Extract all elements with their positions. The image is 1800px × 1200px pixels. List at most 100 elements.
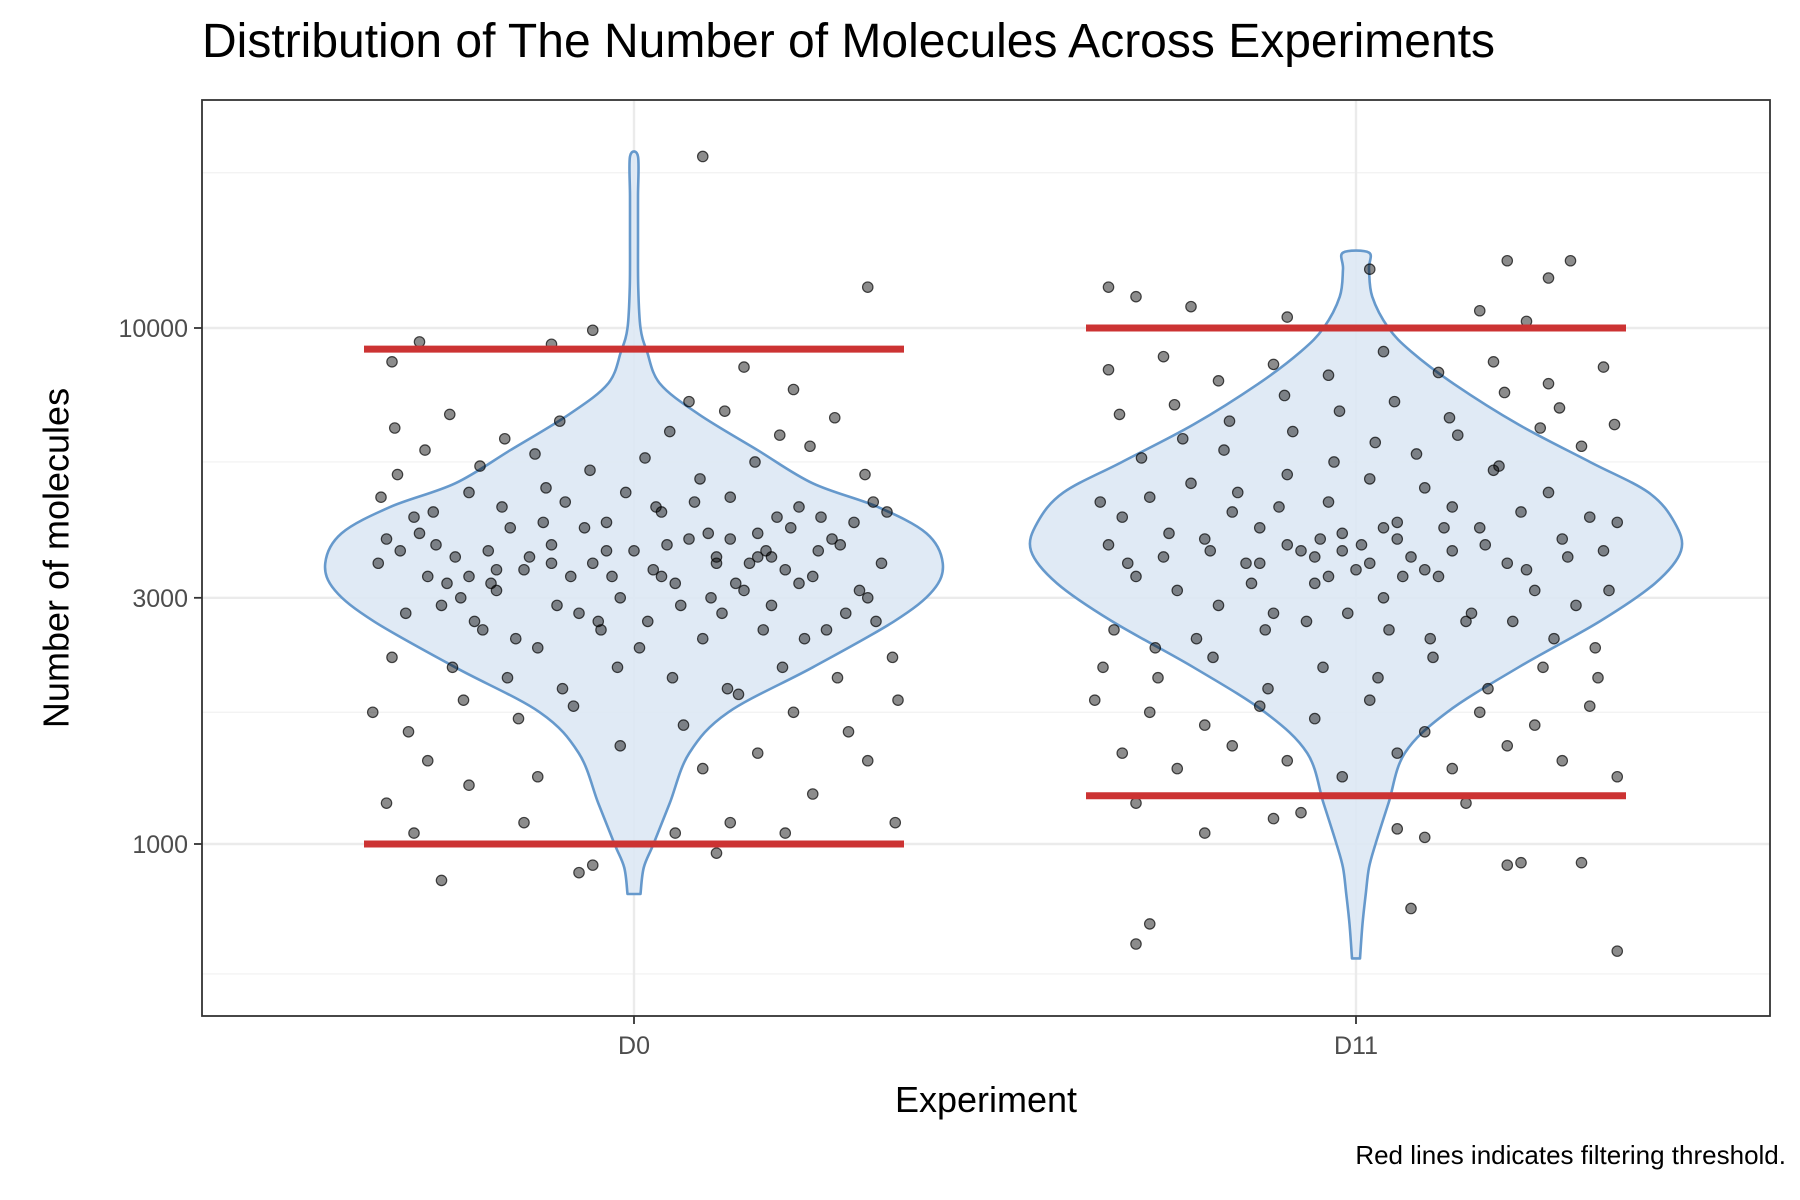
data-point-D0	[853, 584, 866, 597]
data-point-D0	[463, 570, 475, 583]
data-point-D0	[501, 671, 514, 684]
data-point-D0	[861, 754, 874, 767]
data-point-D0	[564, 570, 577, 583]
data-point-D0	[573, 607, 585, 620]
data-point-D11	[1372, 671, 1384, 684]
data-point-D0	[375, 491, 387, 503]
data-point-D0	[773, 429, 786, 441]
data-point-D11	[1473, 522, 1486, 534]
data-point-D11	[1116, 747, 1129, 759]
data-point-D11	[1603, 584, 1615, 597]
data-point-D0	[749, 456, 761, 468]
data-point-D0	[724, 533, 737, 545]
data-point-D0	[518, 816, 530, 829]
data-point-D11	[1424, 632, 1437, 645]
data-point-D11	[1363, 473, 1376, 485]
data-point-D11	[1259, 624, 1272, 636]
data-point-D11	[1446, 762, 1459, 775]
data-point-D0	[839, 607, 852, 620]
violin-D0	[323, 150, 945, 896]
data-point-D0	[545, 557, 558, 570]
data-point-D0	[556, 682, 569, 695]
data-point-D0	[485, 577, 497, 590]
data-point-D0	[567, 700, 580, 712]
data-point-D0	[446, 661, 459, 674]
data-point-D0	[482, 545, 495, 557]
data-point-D11	[1597, 361, 1610, 373]
data-point-D0	[820, 624, 833, 636]
data-point-D0	[498, 432, 511, 445]
data-point-D0	[870, 615, 882, 628]
data-point-D11	[1322, 570, 1335, 583]
data-point-D11	[1418, 482, 1431, 494]
data-point-D0	[386, 651, 398, 664]
data-point-D11	[1410, 448, 1423, 460]
data-point-D0	[842, 725, 855, 738]
data-point-D11	[1542, 377, 1555, 390]
data-point-D11	[1501, 739, 1514, 752]
data-point-D0	[828, 411, 841, 424]
data-point-D11	[1152, 671, 1164, 684]
data-point-D11	[1363, 694, 1376, 706]
data-point-D0	[468, 615, 481, 628]
data-point-D0	[751, 747, 764, 759]
data-point-D0	[683, 395, 695, 408]
data-point-D0	[457, 694, 470, 706]
data-point-D11	[1432, 570, 1445, 583]
data-point-D11	[1548, 632, 1560, 645]
chart-title: Distribution of The Number of Molecules …	[202, 15, 1495, 68]
data-point-D11	[1102, 281, 1115, 293]
data-point-D0	[647, 563, 660, 576]
data-point-D0	[463, 779, 475, 792]
data-point-D0	[806, 788, 819, 800]
data-point-D0	[586, 324, 599, 337]
data-point-D11	[1460, 797, 1472, 809]
data-point-D11	[1583, 511, 1596, 523]
data-point-D0	[421, 570, 434, 583]
data-point-D0	[784, 522, 797, 534]
data-point-D0	[677, 719, 690, 731]
data-point-D11	[1171, 584, 1184, 597]
data-point-D11	[1267, 358, 1280, 371]
data-point-D0	[743, 557, 756, 570]
data-point-D0	[861, 592, 874, 604]
data-point-D0	[696, 150, 709, 163]
data-point-D0	[537, 516, 550, 529]
data-point-D11	[1300, 615, 1313, 628]
data-point-D11	[1611, 945, 1624, 957]
data-point-D11	[1350, 563, 1362, 576]
data-point-D11	[1487, 355, 1500, 368]
data-point-D0	[413, 336, 426, 348]
data-point-D11	[1176, 432, 1189, 445]
data-point-D0	[614, 739, 627, 752]
data-point-D0	[545, 539, 558, 551]
data-point-D11	[1226, 506, 1239, 518]
data-point-D0	[408, 827, 420, 839]
data-point-D11	[1130, 938, 1142, 950]
data-point-D11	[1267, 812, 1280, 825]
data-point-D11	[1528, 719, 1541, 731]
data-point-D11	[1405, 551, 1417, 563]
data-point-D11	[1121, 557, 1134, 570]
data-point-D0	[553, 415, 566, 427]
data-point-D11	[1231, 486, 1244, 499]
data-point-D0	[793, 501, 805, 513]
data-point-D0	[666, 671, 679, 684]
data-point-D11	[1556, 754, 1569, 767]
data-point-D0	[529, 448, 541, 460]
data-point-D11	[1116, 511, 1129, 523]
data-point-D11	[1515, 506, 1527, 518]
data-point-D0	[738, 584, 750, 597]
data-point-D11	[1198, 827, 1211, 839]
data-point-D11	[1341, 607, 1354, 620]
data-point-D0	[600, 545, 613, 557]
data-point-D0	[619, 486, 632, 499]
data-point-D11	[1253, 700, 1266, 712]
data-point-D0	[586, 557, 599, 570]
data-point-D0	[732, 688, 745, 701]
data-point-D0	[454, 592, 467, 604]
data-point-D11	[1102, 539, 1115, 551]
data-point-D0	[815, 511, 827, 523]
data-point-D0	[639, 452, 651, 464]
data-point-D11	[1143, 918, 1156, 930]
